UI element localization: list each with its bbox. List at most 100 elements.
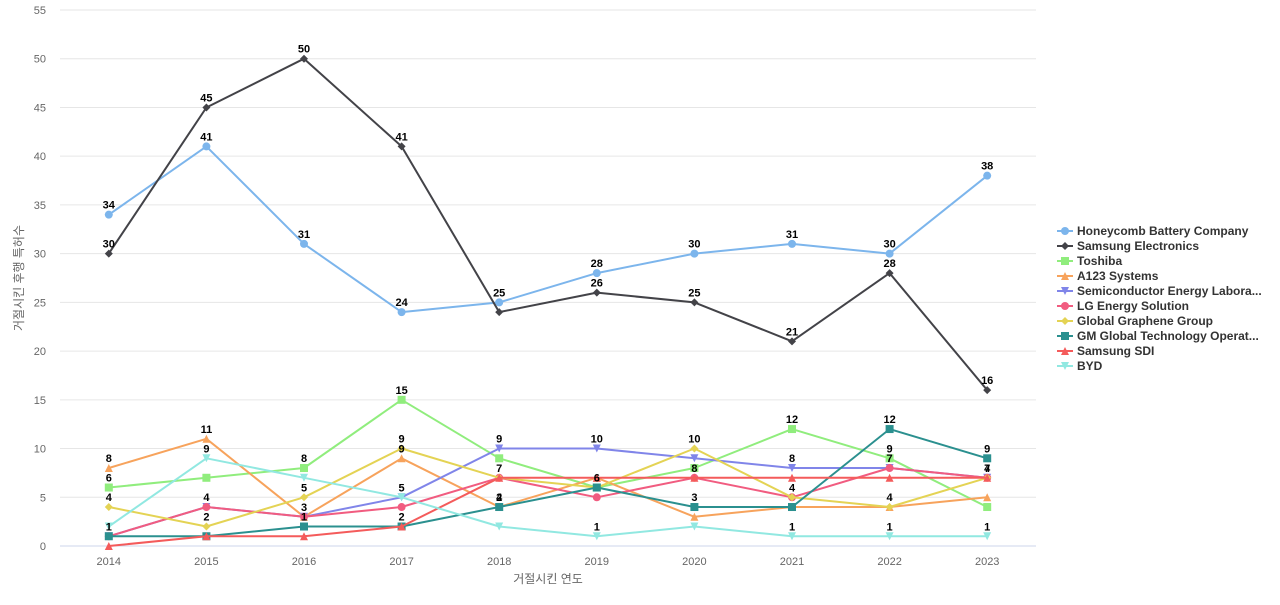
data-label: 8 <box>691 463 697 475</box>
data-label: 7 <box>887 453 893 465</box>
series-samsung-sdi <box>104 473 992 550</box>
data-point <box>592 493 601 502</box>
legend-item-a123-systems[interactable]: A123 Systems <box>1057 269 1159 283</box>
data-point <box>788 337 796 346</box>
legend-item-honeycomb-battery-company[interactable]: Honeycomb Battery Company <box>1057 224 1249 238</box>
data-point <box>104 522 113 531</box>
y-tick-label: 20 <box>34 346 46 358</box>
data-label: 4 <box>203 492 210 504</box>
data-label: 4 <box>496 492 503 504</box>
legend-item-byd[interactable]: BYD <box>1057 359 1103 373</box>
series-line <box>107 476 989 547</box>
data-point <box>202 532 211 541</box>
data-label: 11 <box>201 424 213 436</box>
legend-marker <box>1061 272 1069 280</box>
data-point <box>885 425 894 434</box>
legend-item-gm-global-technology-operat[interactable]: GM Global Technology Operat... <box>1057 329 1259 343</box>
x-tick-label: 2017 <box>389 556 413 568</box>
y-tick-label: 45 <box>34 102 46 114</box>
data-label: 4 <box>106 492 113 504</box>
data-point <box>788 464 796 473</box>
data-label: 45 <box>200 92 212 104</box>
legend-item-samsung-sdi[interactable]: Samsung SDI <box>1057 344 1154 358</box>
data-point <box>495 444 504 453</box>
data-point <box>983 532 992 541</box>
data-label: 6 <box>594 473 600 485</box>
data-label: 9 <box>887 443 893 455</box>
legend-item-toshiba[interactable]: Toshiba <box>1057 254 1122 268</box>
data-label: 9 <box>496 434 502 446</box>
series-byd <box>104 454 992 541</box>
data-point <box>592 473 601 482</box>
legend-marker <box>1061 287 1069 295</box>
data-label: 41 <box>395 131 407 143</box>
data-label: 5 <box>301 482 307 494</box>
data-label: 30 <box>688 239 700 251</box>
data-point <box>690 444 699 453</box>
data-label: 16 <box>981 375 993 387</box>
data-point <box>690 464 699 473</box>
legend-label: Honeycomb Battery Company <box>1077 224 1249 238</box>
legend-item-samsung-electronics[interactable]: Samsung Electronics <box>1057 239 1199 253</box>
data-point <box>202 434 211 443</box>
data-point <box>592 269 601 278</box>
data-label: 2 <box>496 492 502 504</box>
data-label: 1 <box>594 521 600 533</box>
series-toshiba <box>104 395 992 512</box>
data-label: 12 <box>883 414 895 426</box>
data-point <box>397 395 406 404</box>
data-label: 1 <box>106 521 112 533</box>
data-point <box>397 142 406 151</box>
data-label: 8 <box>789 453 795 465</box>
data-point <box>104 464 113 473</box>
data-label: 1 <box>301 512 307 524</box>
data-point <box>690 298 699 307</box>
legend-label: A123 Systems <box>1077 269 1159 283</box>
data-point <box>788 503 796 512</box>
legend-item-semiconductor-energy-labora[interactable]: Semiconductor Energy Labora... <box>1057 284 1262 298</box>
data-label: 2 <box>203 512 209 524</box>
data-point <box>690 454 699 463</box>
legend-item-global-graphene-group[interactable]: Global Graphene Group <box>1057 314 1213 328</box>
legend-marker <box>1061 257 1069 265</box>
legend-marker <box>1061 362 1069 370</box>
legend-item-lg-energy-solution[interactable]: LG Energy Solution <box>1057 299 1189 313</box>
series-line <box>107 428 989 538</box>
x-tick-label: 2023 <box>975 556 999 568</box>
data-point <box>885 249 894 258</box>
data-label: 7 <box>984 463 990 475</box>
series-line <box>107 57 989 392</box>
data-label: 3 <box>691 492 697 504</box>
y-tick-label: 15 <box>34 395 46 407</box>
series-honeycomb-battery-company <box>104 142 992 317</box>
data-label: 15 <box>395 385 407 397</box>
data-point <box>983 473 992 482</box>
data-point <box>690 522 699 531</box>
data-label: 6 <box>106 473 112 485</box>
data-label: 1 <box>984 521 990 533</box>
data-point <box>104 210 113 219</box>
data-label: 2 <box>399 512 405 524</box>
data-point <box>885 464 894 473</box>
data-point <box>592 444 601 453</box>
x-tick-label: 2021 <box>780 556 804 568</box>
data-label: 10 <box>688 434 700 446</box>
data-point <box>104 249 113 258</box>
data-point <box>202 142 211 151</box>
data-label: 4 <box>984 463 991 475</box>
data-label: 8 <box>106 453 112 465</box>
data-label: 30 <box>883 239 895 251</box>
x-tick-label: 2019 <box>585 556 609 568</box>
data-point <box>983 171 992 180</box>
data-point <box>300 532 308 541</box>
y-tick-label: 5 <box>40 492 46 504</box>
data-point <box>300 54 308 63</box>
legend-label: Global Graphene Group <box>1077 314 1213 328</box>
series-line <box>107 457 989 538</box>
data-label: 30 <box>103 239 115 251</box>
data-label: 28 <box>591 258 603 270</box>
legend-label: Toshiba <box>1077 254 1122 268</box>
data-point <box>495 522 504 531</box>
